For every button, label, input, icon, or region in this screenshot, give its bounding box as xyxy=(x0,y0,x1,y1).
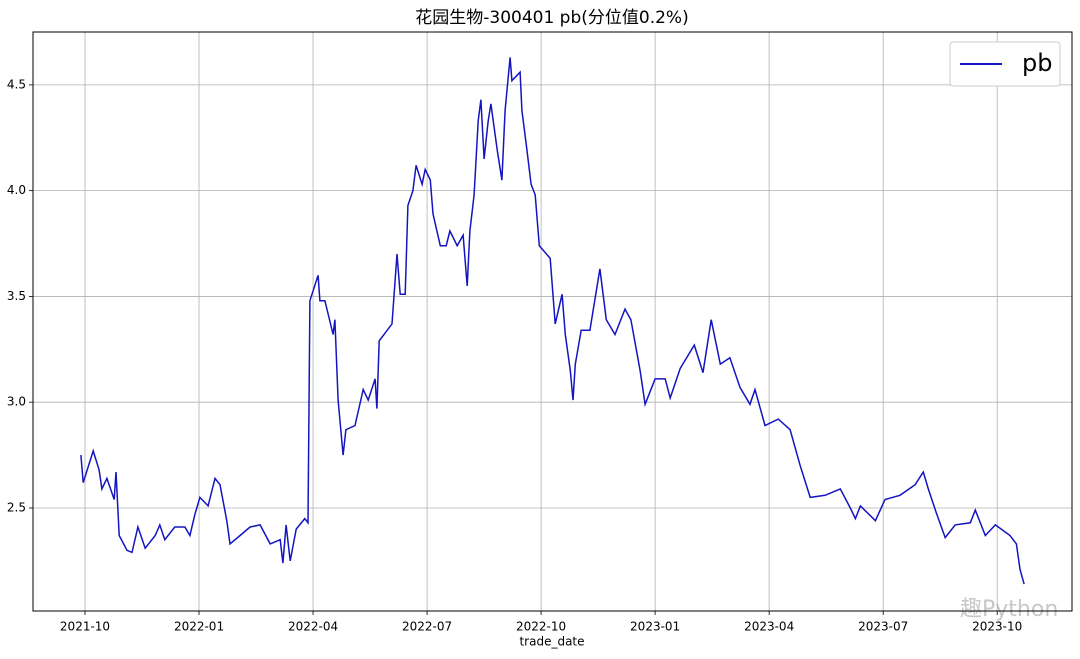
y-tick-label: 3.5 xyxy=(7,289,26,303)
x-tick-label: 2022-10 xyxy=(516,620,566,634)
x-axis-label: trade_date xyxy=(519,635,584,649)
x-tick-label: 2023-10 xyxy=(972,620,1022,634)
x-tick-label: 2022-07 xyxy=(402,620,452,634)
x-tick-label: 2022-04 xyxy=(288,620,338,634)
x-tick-label: 2023-04 xyxy=(744,620,794,634)
x-tick-label: 2023-01 xyxy=(630,620,680,634)
watermark: 趣Python xyxy=(960,597,1058,622)
line-series xyxy=(80,57,1025,585)
y-tick-label: 4.0 xyxy=(7,183,26,197)
y-tick-label: 3.0 xyxy=(7,395,26,409)
y-tick-label: 2.5 xyxy=(7,500,26,514)
x-tick-label: 2021-10 xyxy=(60,620,110,634)
legend-box xyxy=(949,41,1061,87)
x-tick-label: 2022-01 xyxy=(174,620,224,634)
chart-title: 花园生物-300401 pb(分位值0.2%) xyxy=(415,8,688,28)
legend-label: pb xyxy=(1022,49,1052,77)
x-tick-label: 2023-07 xyxy=(858,620,908,634)
y-tick-label: 4.5 xyxy=(7,77,26,91)
plot-frame xyxy=(32,31,1073,612)
